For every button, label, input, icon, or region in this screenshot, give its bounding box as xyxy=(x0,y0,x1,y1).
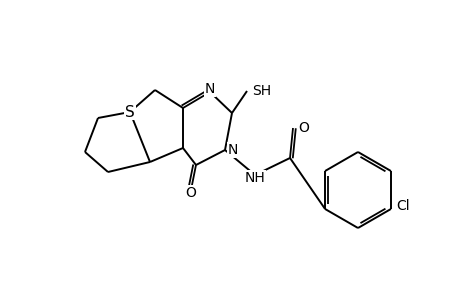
Text: S: S xyxy=(125,104,134,119)
Text: Cl: Cl xyxy=(395,199,409,213)
Text: SH: SH xyxy=(252,84,270,98)
Text: O: O xyxy=(297,121,308,135)
Text: NH: NH xyxy=(244,171,265,185)
Text: O: O xyxy=(185,186,196,200)
Text: N: N xyxy=(204,82,215,96)
Text: N: N xyxy=(228,143,238,157)
